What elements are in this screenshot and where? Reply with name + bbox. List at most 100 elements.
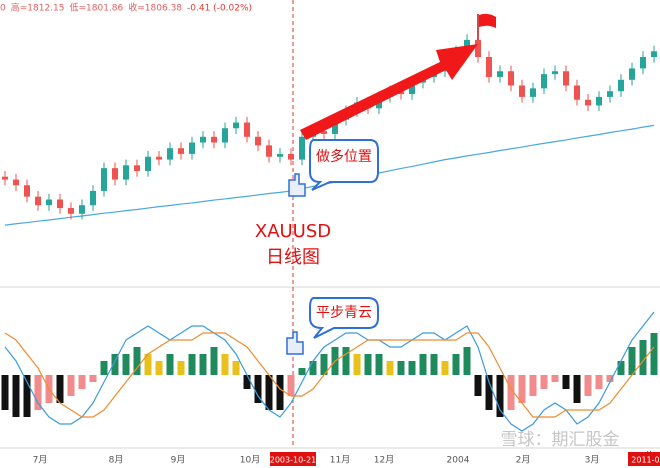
histogram-bar	[375, 354, 383, 375]
candle-body	[35, 196, 41, 206]
candle-body	[651, 51, 657, 57]
histogram-bar	[595, 375, 603, 389]
x-label-highlight	[628, 452, 660, 466]
candle-body	[596, 96, 602, 106]
histogram-bar	[265, 375, 273, 410]
candle-body	[508, 71, 514, 86]
histogram-bar	[232, 361, 240, 375]
histogram-bar	[540, 375, 548, 389]
histogram-bar	[628, 347, 636, 375]
histogram-bar	[188, 354, 196, 375]
histogram-bar	[221, 354, 229, 375]
histogram-bar	[177, 361, 185, 375]
x-tick-label: 2011-04	[631, 456, 660, 465]
callout-text: 平步青云	[316, 305, 372, 321]
histogram-bar	[529, 375, 537, 396]
histogram-bar	[507, 375, 515, 410]
histogram-bar	[199, 354, 207, 375]
candle-body	[79, 205, 85, 214]
candle-body	[167, 148, 173, 160]
candle-body	[101, 168, 107, 191]
histogram-bar	[1, 375, 9, 410]
header-item: 低=1801.86	[70, 2, 124, 14]
candle-body	[277, 153, 283, 157]
candle-body	[244, 122, 250, 137]
candle-body	[530, 88, 536, 97]
x-tick-label: 12月	[374, 455, 394, 466]
candle-body	[200, 136, 206, 143]
histogram-bar	[617, 361, 625, 375]
histogram-bar	[67, 375, 75, 396]
histogram-bar	[100, 361, 108, 375]
candle-body	[24, 185, 30, 197]
x-tick-label: 3月	[585, 455, 600, 466]
histogram-bar	[364, 354, 372, 375]
candle-body	[618, 79, 624, 92]
x-tick-label: 11月	[330, 455, 350, 466]
histogram-bar	[551, 375, 559, 382]
x-tick-label: 9月	[171, 455, 186, 466]
header-item: 0	[0, 4, 6, 14]
callout-text: 做多位置	[316, 148, 372, 165]
candle-body	[112, 168, 118, 180]
x-label-highlight	[270, 452, 316, 466]
header-item: 高=1812.15	[11, 2, 65, 14]
candle-body	[233, 122, 239, 129]
candle-body	[574, 85, 580, 100]
histogram-bar	[573, 375, 581, 403]
x-tick-label: 2003-10-21	[270, 456, 317, 465]
candle-body	[156, 156, 162, 160]
histogram-bar	[12, 375, 20, 417]
candle-body	[640, 57, 646, 69]
candle-body	[486, 57, 492, 77]
histogram-bar	[298, 368, 306, 375]
histogram-bar	[463, 347, 471, 375]
x-axis: 7月 8月 9月 10月 2003-10-21 11月 12月 2004 2月 3月 2011-04	[33, 452, 660, 466]
hand-icon	[286, 331, 304, 355]
histogram-bar	[78, 375, 86, 389]
candle-body	[321, 131, 327, 134]
histogram-bar	[562, 375, 570, 389]
histogram-bar	[496, 375, 504, 417]
histogram-bar	[34, 375, 42, 410]
histogram-bar	[474, 375, 482, 396]
candle-body	[585, 99, 591, 106]
candle-body	[541, 74, 547, 89]
histogram-bar	[606, 375, 614, 382]
candle-body	[178, 148, 184, 154]
histogram-bar	[309, 361, 317, 375]
candle-body	[145, 156, 151, 171]
histogram-bar	[276, 375, 284, 410]
histogram-bar	[166, 354, 174, 375]
candle-body	[13, 179, 19, 186]
x-tick-label: 10月	[240, 455, 260, 466]
histogram-bar	[441, 361, 449, 375]
candle-body	[299, 136, 305, 160]
hand-icon	[288, 173, 306, 197]
candle-body	[519, 85, 525, 97]
candle-body	[607, 91, 613, 97]
histogram-bar	[342, 347, 350, 375]
timeframe-label: 日线图	[266, 247, 320, 268]
histogram-bar	[133, 347, 141, 375]
candle-body	[134, 165, 140, 171]
candle-body	[552, 71, 558, 75]
candle-body	[398, 91, 404, 95]
candle-body	[288, 153, 294, 160]
histogram-bar	[111, 354, 119, 375]
candle-body	[409, 82, 415, 95]
candle-body	[90, 190, 96, 206]
header-item: -0.41 (-0.02%)	[187, 4, 252, 14]
histogram-bar	[639, 340, 647, 375]
x-tick-label: 2004	[447, 456, 470, 466]
candle-body	[563, 71, 569, 86]
flag	[479, 13, 496, 28]
candle-body	[266, 145, 272, 157]
histogram-bar	[243, 375, 251, 389]
x-tick-label: 8月	[109, 455, 124, 466]
candle-body	[68, 208, 74, 214]
header-item: 收=1806.38	[128, 2, 182, 14]
watermark: 雪球：期汇股金	[501, 430, 620, 450]
histogram-bar	[23, 375, 31, 417]
